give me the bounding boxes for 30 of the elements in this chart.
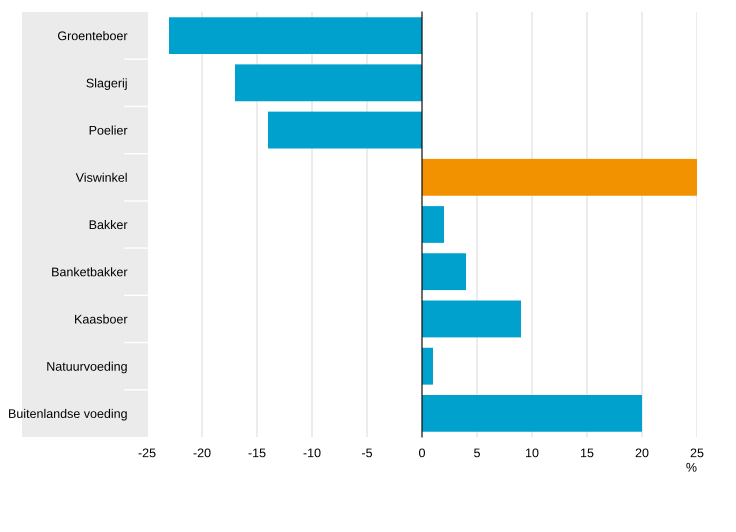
bar xyxy=(422,158,697,196)
y-tick-label: Natuurvoeding xyxy=(47,362,127,374)
y-tick-label: Banketbakker xyxy=(52,267,128,276)
bar xyxy=(422,348,433,385)
x-tick-label: -20 xyxy=(194,448,211,458)
bar xyxy=(422,253,466,290)
y-tick-label: Slagerij xyxy=(86,78,127,90)
bar xyxy=(268,112,422,148)
bar xyxy=(235,64,422,102)
bar xyxy=(422,394,642,432)
bar xyxy=(422,206,444,243)
y-tick-label: Bakker xyxy=(90,220,128,230)
bar xyxy=(169,17,422,54)
x-tick-label: 5 xyxy=(474,448,480,458)
x-tick-label: -15 xyxy=(248,448,266,458)
y-tick-label: Groenteboer xyxy=(58,31,128,40)
bar xyxy=(422,300,521,338)
x-tick-label: 10 xyxy=(526,448,538,458)
y-tick-label: Viswinkel xyxy=(76,172,127,182)
y-tick-label: Poelier xyxy=(90,126,128,135)
x-tick-label: -5 xyxy=(362,448,372,458)
y-tick-label: Kaasboer xyxy=(75,314,128,324)
x-axis-title: % xyxy=(686,462,697,472)
x-tick-label: -25 xyxy=(138,448,156,458)
x-tick-label: -10 xyxy=(304,448,321,458)
x-tick-label: 20 xyxy=(636,448,648,458)
x-tick-label: 25 xyxy=(690,448,704,458)
y-tick-label: Buitenlandse voeding xyxy=(9,408,127,421)
x-tick-label: 15 xyxy=(581,448,594,458)
x-tick-label: 0 xyxy=(419,448,425,458)
